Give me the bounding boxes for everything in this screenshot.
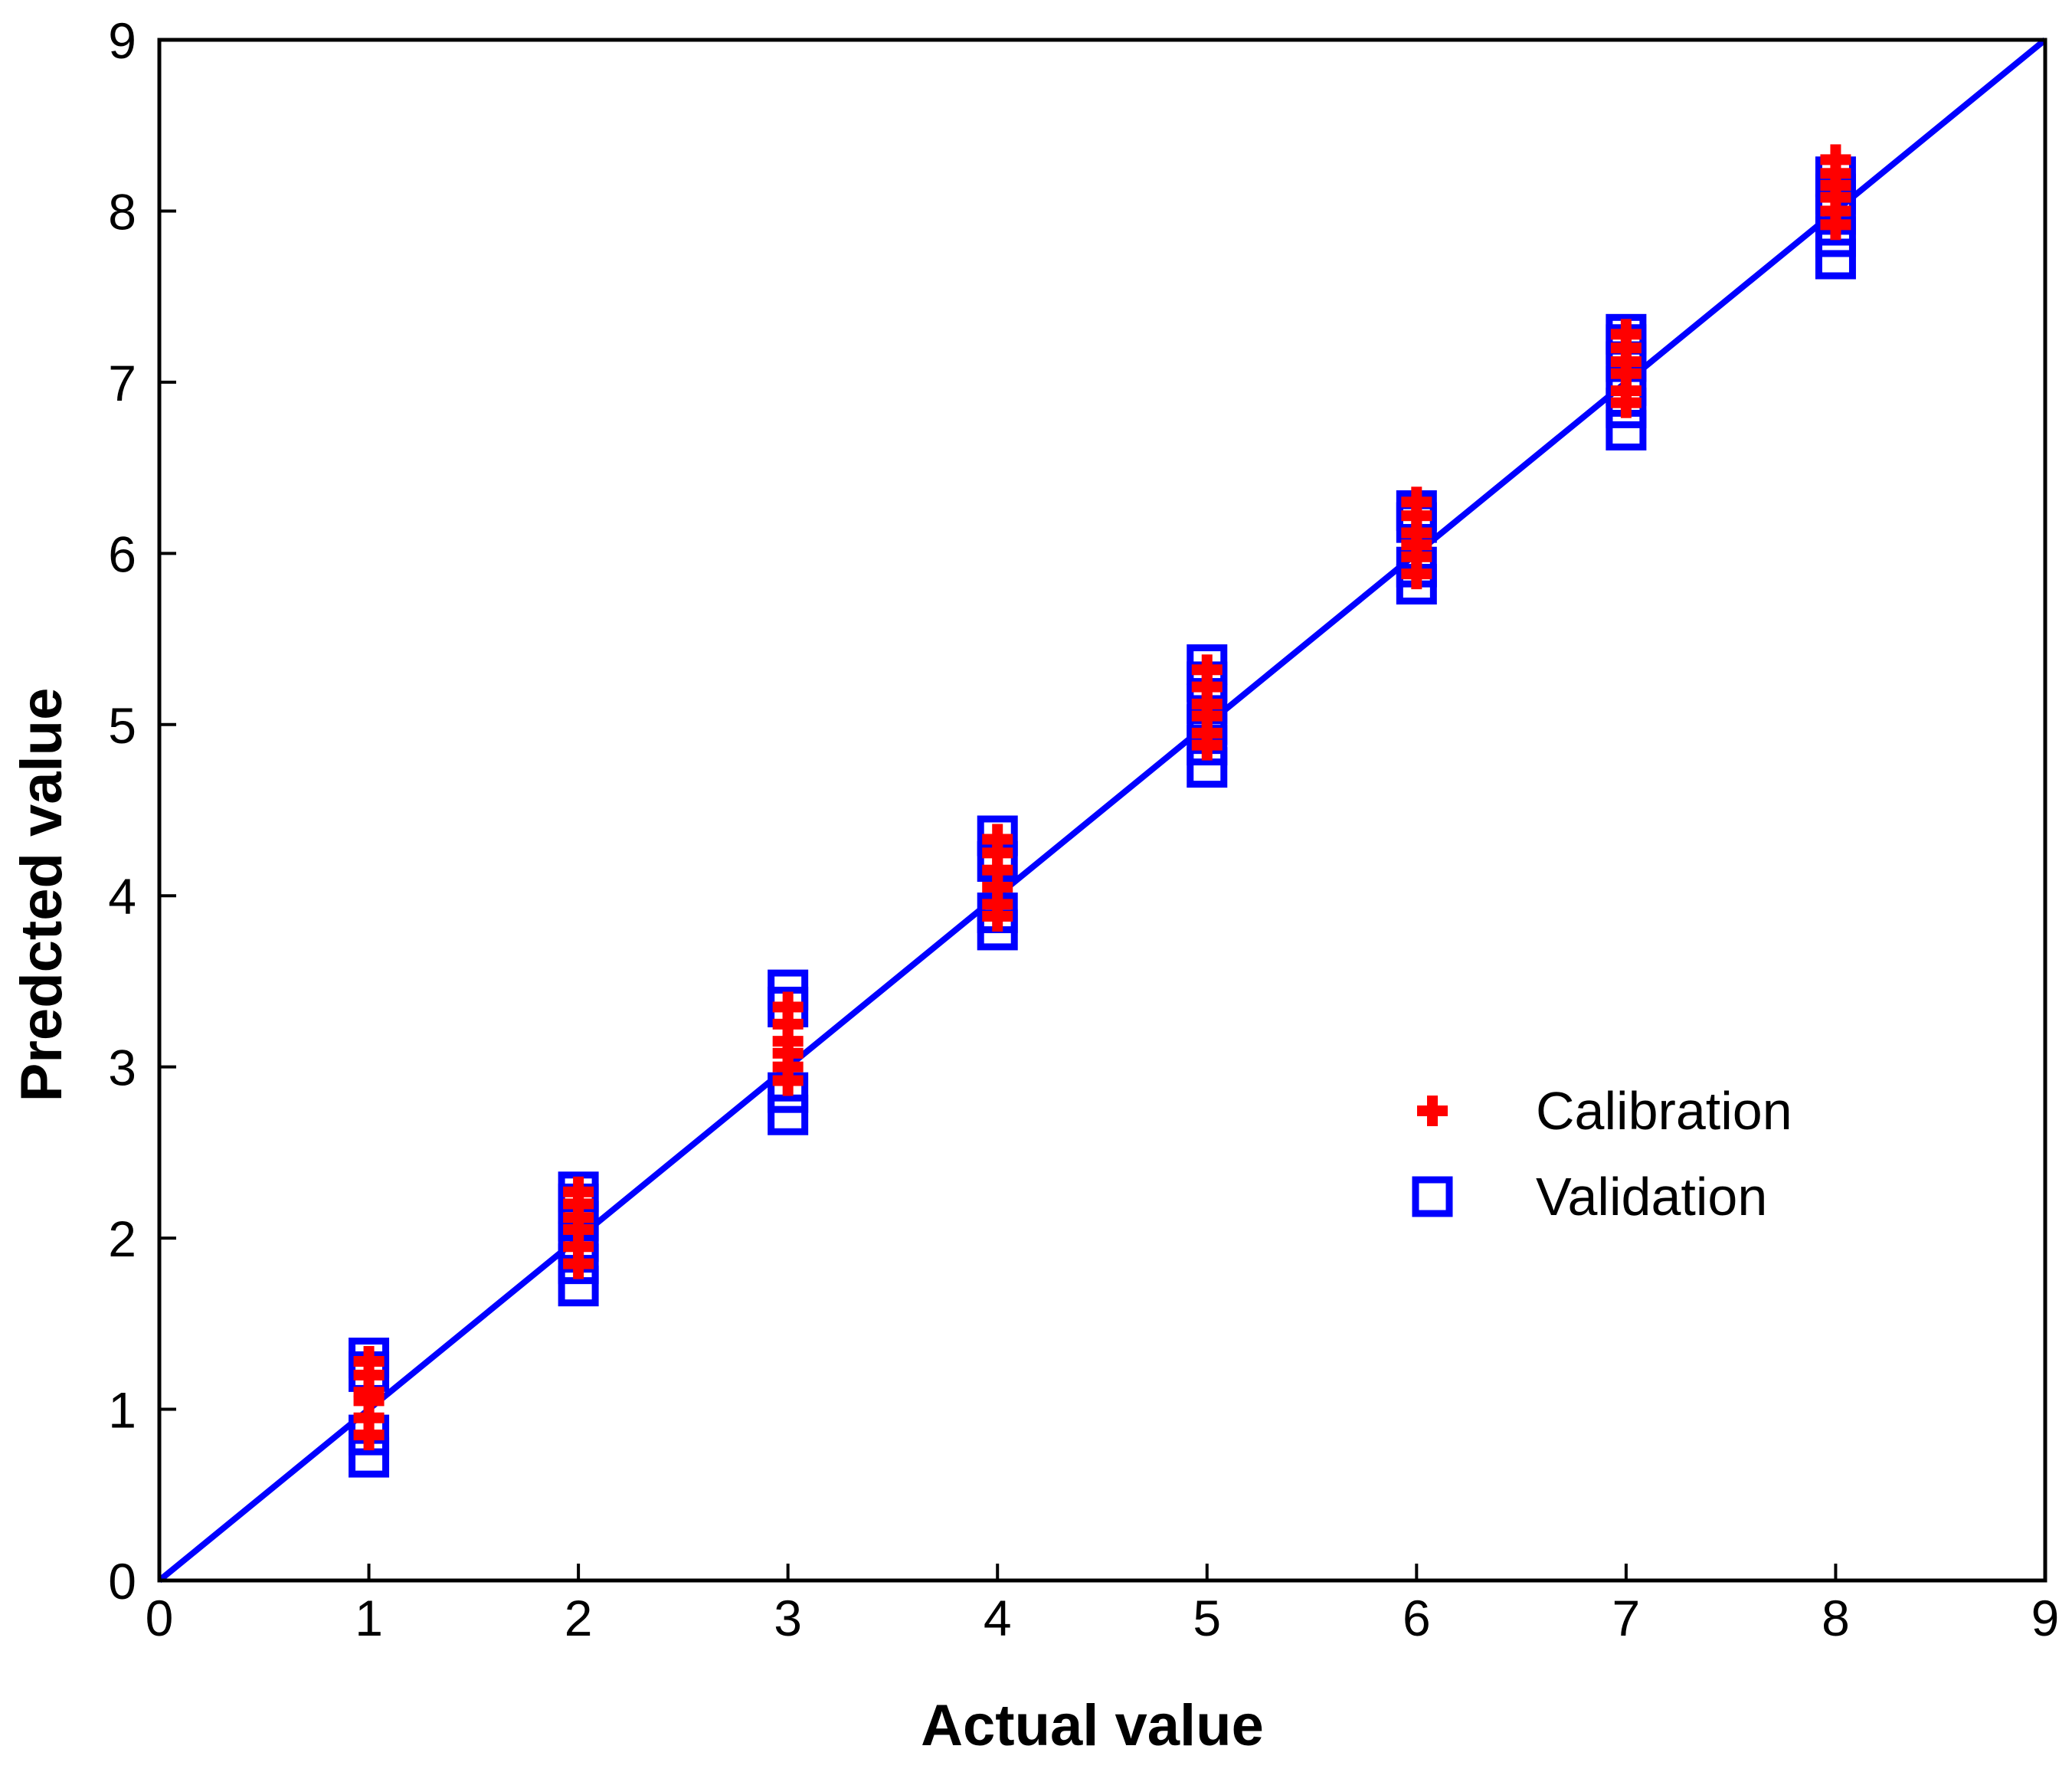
calibration-point (1401, 486, 1432, 518)
plus-marker-bar-v (1427, 1096, 1438, 1126)
legend-validation-label: Validation (1536, 1167, 1767, 1227)
calibration-series (353, 144, 1851, 1451)
legend-calibration-symbol (1417, 1096, 1448, 1126)
y-tick-label: 3 (108, 1040, 136, 1096)
x-axis-ticks: 0 1 2 3 4 5 6 7 8 9 (146, 1564, 2060, 1646)
y-tick-label: 7 (108, 355, 136, 411)
plus-marker-bar-v (1411, 486, 1422, 518)
axes (157, 38, 2047, 1583)
legend: Calibration Validation (1412, 1081, 1792, 1227)
y-tick-label: 0 (108, 1553, 136, 1610)
x-tick-label: 9 (2031, 1590, 2060, 1646)
x-tick-label: 6 (1403, 1590, 1431, 1646)
calibration-point (772, 991, 804, 1023)
plus-marker-bar-v (363, 1345, 375, 1377)
x-tick-label: 5 (1193, 1590, 1221, 1646)
x-tick-label: 3 (774, 1590, 802, 1646)
plus-marker-bar-v (992, 824, 1003, 855)
y-tick-label: 8 (108, 183, 136, 240)
calibration-point (982, 824, 1013, 855)
calibration-point (1191, 654, 1223, 686)
x-tick-label: 1 (355, 1590, 383, 1646)
x-axis-title: Actual value (921, 1693, 1264, 1758)
y-tick-label: 9 (108, 12, 136, 69)
plus-marker-bar-v (782, 991, 794, 1023)
x-tick-label: 7 (1612, 1590, 1641, 1646)
calibration-point (563, 1176, 594, 1207)
reference-line-layer (157, 37, 2047, 1584)
y-tick-label: 6 (108, 526, 136, 582)
validation-point (768, 1094, 809, 1135)
y-tick-label: 4 (108, 868, 136, 925)
calibration-point (1610, 319, 1642, 350)
calibration-point (353, 1345, 385, 1377)
y-tick-label: 1 (108, 1382, 136, 1439)
y-tick-label: 5 (108, 697, 136, 754)
reference-line (157, 37, 2047, 1584)
y-tick-label: 2 (108, 1210, 136, 1267)
legend-calibration-marker (1417, 1096, 1448, 1126)
x-tick-label: 4 (984, 1590, 1012, 1646)
plus-marker-bar-v (1830, 144, 1841, 175)
y-axis-title: Predcted value (9, 688, 74, 1102)
x-tick-label: 0 (146, 1590, 174, 1646)
plus-marker-bar-v (1620, 319, 1632, 350)
validation-point (1815, 238, 1856, 280)
x-tick-label: 8 (1822, 1590, 1850, 1646)
y-axis-ticks: 0 1 2 3 4 5 6 7 8 9 (108, 12, 176, 1610)
plus-marker-bar-v (1201, 654, 1213, 686)
plot-frame (157, 38, 2047, 1583)
calibration-point (1820, 144, 1851, 175)
legend-calibration-label: Calibration (1536, 1081, 1792, 1141)
plus-marker-bar-v (573, 1176, 584, 1207)
x-tick-label: 2 (565, 1590, 593, 1646)
legend-validation-marker (1412, 1176, 1453, 1217)
legend-validation-symbol (1412, 1176, 1453, 1217)
